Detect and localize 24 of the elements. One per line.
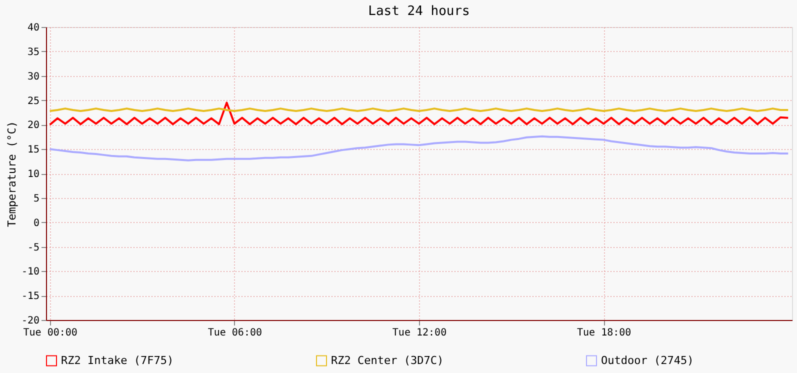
y-tick-label: -15 bbox=[21, 291, 40, 302]
line-series bbox=[48, 135, 790, 162]
line-series bbox=[48, 102, 790, 126]
y-tick-label: 0 bbox=[33, 218, 40, 229]
y-tick-label: 40 bbox=[27, 22, 40, 34]
y-tick-label: -20 bbox=[21, 316, 40, 326]
chart-title: Last 24 hours bbox=[368, 4, 470, 19]
x-tick-label: Tue 00:00 bbox=[23, 328, 78, 338]
x-tick-label: Tue 12:00 bbox=[392, 328, 447, 338]
legend-label: RZ2 Center (3D7C) bbox=[331, 354, 444, 367]
y-tick-label: -5 bbox=[27, 242, 40, 254]
y-tick-label: 35 bbox=[27, 46, 40, 58]
y-tick-label: 5 bbox=[33, 193, 40, 204]
legend-label: RZ2 Intake (7F75) bbox=[61, 354, 174, 367]
y-tick-label: 20 bbox=[27, 120, 40, 132]
y-tick-label: 30 bbox=[27, 71, 40, 82]
y-tick-label: 10 bbox=[27, 169, 40, 180]
y-axis-title: Temperature (°C) bbox=[5, 121, 18, 227]
x-tick-label: Tue 18:00 bbox=[576, 328, 632, 338]
y-tick-label: -10 bbox=[21, 266, 40, 278]
y-tick-label: 15 bbox=[27, 144, 40, 156]
x-tick-label: Tue 06:00 bbox=[208, 328, 262, 338]
legend-label: Outdoor (2745) bbox=[601, 354, 694, 367]
y-tick-label: 25 bbox=[27, 96, 40, 107]
